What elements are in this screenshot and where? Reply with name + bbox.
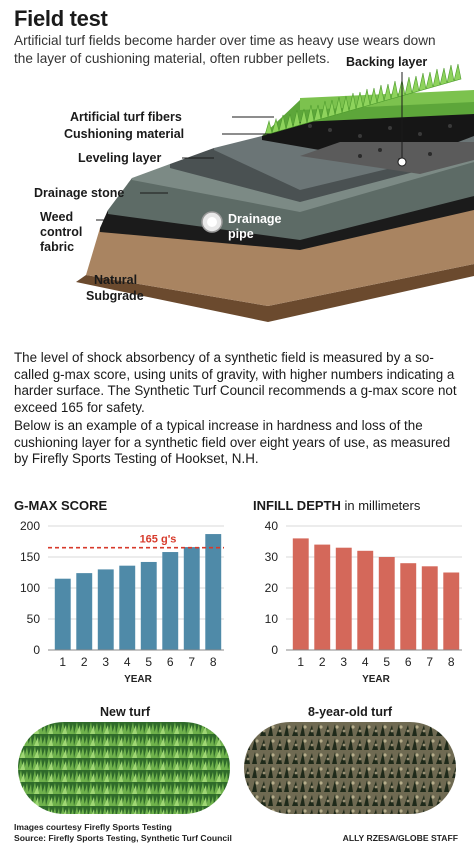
gmax-bar	[119, 565, 136, 650]
infill-bar	[400, 563, 417, 650]
gmax-x-tick: 4	[124, 655, 131, 669]
gmax-x-tick: 8	[210, 655, 217, 669]
label-pipe-2: pipe	[228, 227, 254, 241]
gmax-y-tick: 200	[20, 519, 40, 533]
infill-x-axis-title: YEAR	[362, 674, 391, 685]
label-drainage-stone: Drainage stone	[34, 186, 124, 200]
turf-fibers-layer	[262, 63, 474, 136]
gmax-y-tick: 150	[20, 550, 40, 564]
gmax-x-tick: 6	[167, 655, 174, 669]
label-weed-1: Weed	[40, 210, 73, 224]
infill-bar	[292, 538, 309, 650]
infill-x-tick: 1	[297, 655, 304, 669]
gmax-bar	[162, 552, 179, 650]
infill-y-tick: 30	[265, 550, 279, 564]
infill-y-tick: 40	[265, 519, 279, 533]
gmax-y-tick: 0	[33, 643, 40, 657]
infill-bar	[357, 550, 374, 650]
infill-x-tick: 5	[383, 655, 390, 669]
gmax-bar	[183, 547, 200, 650]
label-subgrade-2: Subgrade	[86, 289, 144, 303]
old-turf-texture	[244, 722, 456, 814]
infill-bar	[314, 544, 331, 650]
label-backing: Backing layer	[346, 55, 427, 69]
gmax-bar	[76, 573, 93, 650]
infill-chart-unit: in millimeters	[344, 498, 421, 513]
old-turf-title: 8-year-old turf	[307, 705, 393, 719]
page-title: Field test	[14, 6, 108, 31]
label-weed-2: control	[40, 225, 82, 239]
infill-bar	[443, 572, 460, 650]
new-turf-photo	[18, 722, 230, 814]
label-cushion: Cushioning material	[64, 127, 184, 141]
label-leveling: Leveling layer	[78, 151, 162, 165]
infill-x-tick: 7	[426, 655, 433, 669]
gmax-bar	[140, 561, 157, 650]
gmax-threshold-label: 165 g's	[140, 534, 177, 546]
gmax-y-tick: 50	[27, 612, 41, 626]
gmax-chart-title: G-MAX SCORE	[14, 498, 107, 513]
gmax-x-tick: 3	[102, 655, 109, 669]
infill-chart: 0 10 20 30 40 1 2 3 4 5 6 7 8 YEAR	[265, 519, 462, 685]
gmax-chart: 0 50 100 150 200 1 2 3 4 5 6 7 8 YEAR 165 g's	[20, 519, 224, 685]
backing-layer	[300, 142, 474, 174]
turf-layers-diagram: Backing layer Artificial turf fibers Cus…	[34, 55, 474, 322]
page-subtitle: Artificial turf fields become harder ove…	[14, 33, 436, 66]
gmax-bar	[205, 534, 222, 650]
label-weed-3: fabric	[40, 240, 74, 254]
label-pipe-1: Drainage	[228, 212, 282, 226]
credits: Images courtesy Firefly Sports Testing S…	[14, 822, 232, 843]
gmax-bar	[97, 569, 114, 650]
infill-x-tick: 2	[319, 655, 326, 669]
infill-x-tick: 4	[362, 655, 369, 669]
label-fibers: Artificial turf fibers	[70, 110, 182, 124]
gmax-x-tick: 7	[188, 655, 195, 669]
subgrade-layer	[76, 264, 474, 322]
credit-source: Source: Firefly Sports Testing, Syntheti…	[14, 832, 232, 843]
new-turf-texture	[18, 722, 230, 814]
gmax-x-tick: 1	[59, 655, 66, 669]
infill-bar	[421, 566, 438, 650]
infill-x-tick: 3	[340, 655, 347, 669]
credit-images: Images courtesy Firefly Sports Testing	[14, 822, 172, 832]
infill-bar	[378, 557, 395, 650]
old-turf-photo	[244, 722, 456, 814]
byline: ALLY RZESA/GLOBE STAFF	[342, 833, 458, 843]
label-subgrade-1: Natural	[94, 273, 137, 287]
infill-x-tick: 6	[405, 655, 412, 669]
method-paragraph: Below is an example of a typical increas…	[14, 418, 451, 467]
infill-x-tick: 8	[448, 655, 455, 669]
gmax-y-tick: 100	[20, 581, 40, 595]
gmax-bar	[54, 578, 71, 650]
infill-chart-title: INFILL DEPTH in millimeters	[253, 498, 420, 513]
infill-y-tick: 0	[271, 643, 278, 657]
infill-chart-title-text: INFILL DEPTH	[253, 498, 341, 513]
infill-y-tick: 20	[265, 581, 279, 595]
gmax-x-tick: 5	[145, 655, 152, 669]
gmax-chart-title-text: G-MAX SCORE	[14, 498, 108, 513]
drainage-pipe-icon	[201, 211, 223, 233]
gmax-x-tick: 2	[81, 655, 88, 669]
new-turf-title: New turf	[100, 705, 150, 719]
infill-bar	[335, 547, 352, 650]
infill-y-tick: 10	[265, 612, 279, 626]
intro-paragraph: The level of shock absorbency of a synth…	[14, 350, 457, 415]
gmax-x-axis-title: YEAR	[124, 674, 153, 685]
